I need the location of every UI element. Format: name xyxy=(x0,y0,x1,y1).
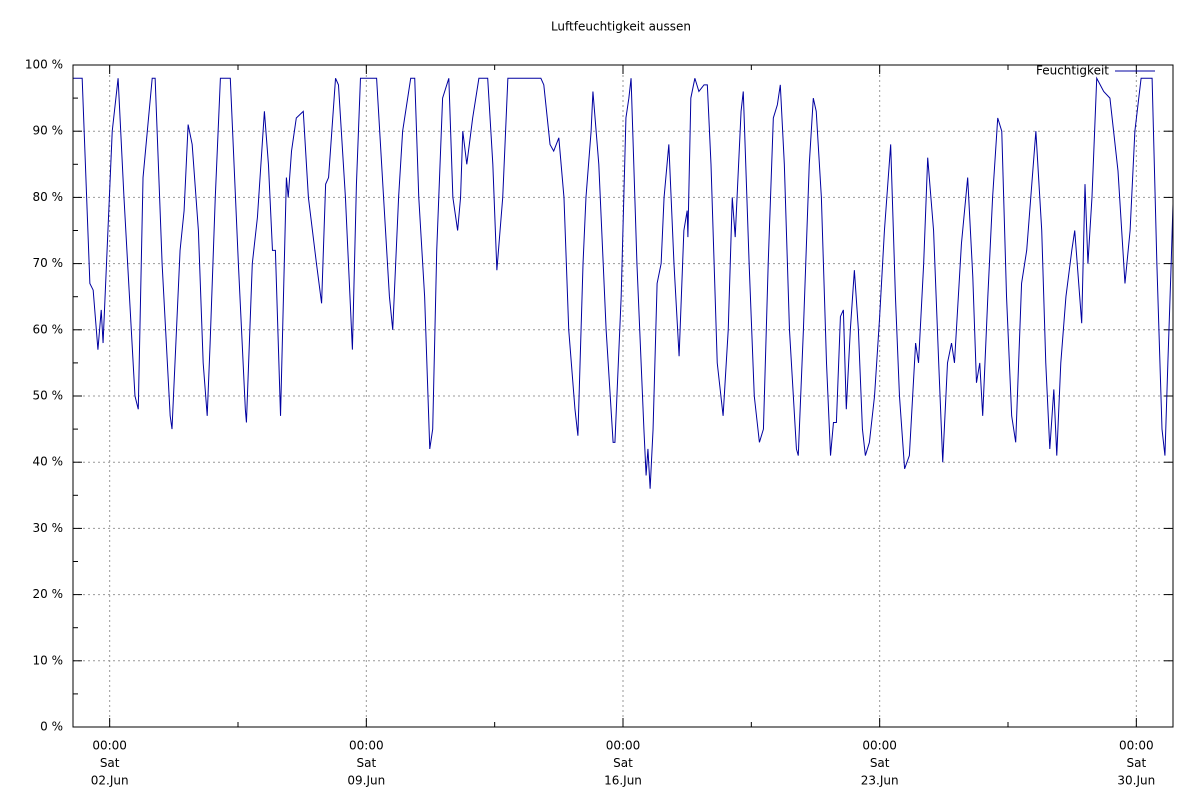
legend-label: Feuchtigkeit xyxy=(1036,64,1109,78)
y-tick-label: 20 % xyxy=(33,587,64,601)
x-tick-label: 09.Jun xyxy=(347,774,385,788)
x-tick-label: 30.Jun xyxy=(1117,774,1155,788)
x-tick-label: 00:00 xyxy=(1119,739,1154,753)
x-tick-label: 00:00 xyxy=(862,739,897,753)
x-tick-label: 00:00 xyxy=(349,739,384,753)
y-tick-label: 90 % xyxy=(33,124,64,138)
plot-border xyxy=(72,64,1174,728)
x-tick-label: Sat xyxy=(870,756,890,770)
x-tick-label: 16.Jun xyxy=(604,774,642,788)
chart-title: Luftfeuchtigkeit aussen xyxy=(551,20,691,34)
x-tick-label: Sat xyxy=(1126,756,1146,770)
x-tick-label: Sat xyxy=(100,756,120,770)
x-tick-label: 02.Jun xyxy=(91,774,129,788)
y-tick-label: 70 % xyxy=(33,256,64,270)
x-tick-label: Sat xyxy=(613,756,633,770)
x-tick-label: 00:00 xyxy=(606,739,641,753)
y-tick-label: 80 % xyxy=(33,190,64,204)
y-tick-label: 10 % xyxy=(33,653,64,667)
y-tick-label: 0 % xyxy=(40,720,63,734)
x-tick-label: Sat xyxy=(356,756,376,770)
data-line xyxy=(73,76,1174,489)
x-tick-label: 23.Jun xyxy=(861,774,899,788)
y-tick-label: 60 % xyxy=(33,322,64,336)
y-tick-label: 50 % xyxy=(33,389,64,403)
x-tick-label: 00:00 xyxy=(92,739,127,753)
y-tick-label: 100 % xyxy=(25,58,63,72)
y-tick-label: 40 % xyxy=(33,455,64,469)
y-tick-label: 30 % xyxy=(33,521,64,535)
